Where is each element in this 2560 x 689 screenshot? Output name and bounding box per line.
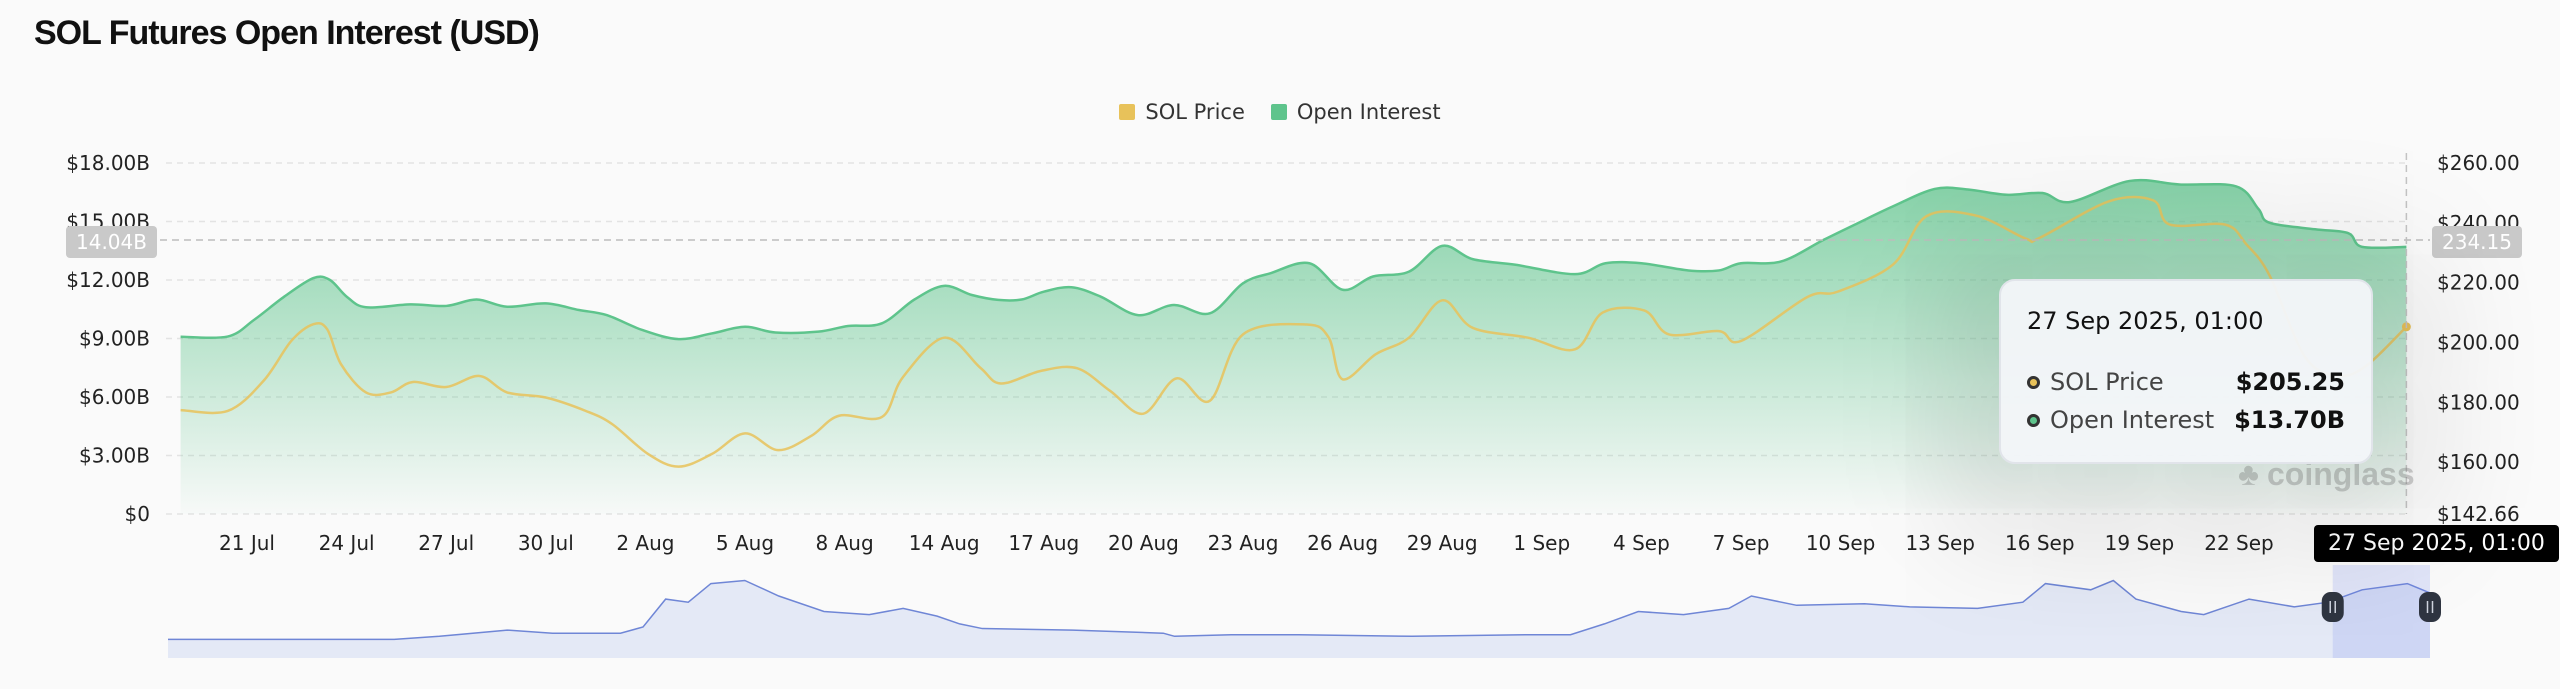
x-axis-tick-label: 17 Aug bbox=[1008, 531, 1079, 555]
x-axis-tick-label: 13 Sep bbox=[1905, 531, 1975, 555]
left-axis-tick-label: $18.00B bbox=[66, 151, 150, 175]
left-axis-tick-label: $3.00B bbox=[79, 444, 150, 468]
x-axis-tick-label: 1 Sep bbox=[1513, 531, 1570, 555]
navigator-area bbox=[168, 580, 2430, 658]
left-axis-tick-label: $0 bbox=[125, 502, 150, 526]
right-axis-tick-label: $142.66 bbox=[2437, 502, 2520, 526]
navigator-left-handle[interactable] bbox=[2321, 592, 2344, 622]
legend-swatch-sol-price bbox=[1119, 104, 1136, 120]
crosshair-right-value: 234.15 bbox=[2432, 226, 2522, 258]
left-axis-tick-label: $12.00B bbox=[66, 268, 150, 292]
tooltip-series-value: $205.25 bbox=[2235, 368, 2345, 396]
tooltip-date: 27 Sep 2025, 01:00 bbox=[2027, 307, 2264, 335]
x-axis-tick-label: 5 Aug bbox=[716, 531, 774, 555]
open-interest-area bbox=[180, 180, 2407, 515]
x-axis-tick-label: 8 Aug bbox=[816, 531, 874, 555]
legend-item-sol-price[interactable]: SOL Price bbox=[1119, 100, 1245, 124]
x-axis-tick-label: 7 Sep bbox=[1713, 531, 1770, 555]
x-axis-tick-label: 10 Sep bbox=[1806, 531, 1876, 555]
right-axis-tick-label: $160.00 bbox=[2437, 450, 2520, 474]
right-axis-tick-label: $180.00 bbox=[2437, 390, 2520, 414]
x-axis-tick-label: 14 Aug bbox=[909, 531, 980, 555]
x-axis-tick-label: 16 Sep bbox=[2005, 531, 2075, 555]
right-axis-tick-label: $220.00 bbox=[2437, 271, 2520, 295]
left-axis-tick-label: $9.00B bbox=[79, 327, 150, 351]
legend-swatch-open-interest bbox=[1270, 104, 1287, 120]
x-axis-tick-label: 19 Sep bbox=[2105, 531, 2175, 555]
navigator-right-handle[interactable] bbox=[2419, 592, 2441, 622]
x-axis-tick-label: 22 Sep bbox=[2204, 531, 2274, 555]
x-axis-tick-label: 2 Aug bbox=[616, 531, 674, 555]
open-interest-dot-icon bbox=[2027, 413, 2040, 427]
tooltip-row-sol-price: SOL Price $205.25 bbox=[2027, 363, 2345, 401]
drag-handle-icon bbox=[2321, 592, 2344, 622]
x-axis-tick-label: 30 Jul bbox=[518, 531, 574, 555]
left-axis-tick-label: $6.00B bbox=[79, 385, 150, 409]
tooltip: 27 Sep 2025, 01:00 SOL Price $205.25 Ope… bbox=[1999, 279, 2373, 464]
tooltip-series-value: $13.70B bbox=[2234, 406, 2345, 434]
tooltip-series-name: SOL Price bbox=[2050, 368, 2164, 396]
right-axis-tick-label: $200.00 bbox=[2437, 330, 2520, 354]
x-axis-tick-label: 24 Jul bbox=[319, 531, 375, 555]
navigator-selection bbox=[2332, 565, 2430, 658]
x-axis-tick-label: 29 Aug bbox=[1407, 531, 1478, 555]
axes-layer: $0$3.00B$6.00B$9.00B$12.00B$15.00B$18.00… bbox=[66, 151, 2519, 555]
x-axis-tick-label: 26 Aug bbox=[1307, 531, 1378, 555]
chart-title: SOL Futures Open Interest (USD) bbox=[34, 14, 540, 52]
tooltip-series-name: Open Interest bbox=[2050, 406, 2215, 434]
legend: SOL Price Open Interest bbox=[0, 100, 2560, 124]
x-axis-tick-label: 21 Jul bbox=[219, 531, 275, 555]
crosshair-left-value: 14.04B bbox=[66, 226, 157, 258]
right-axis-tick-label: $260.00 bbox=[2437, 151, 2520, 175]
x-axis-tick-label: 27 Jul bbox=[418, 531, 474, 555]
coinglass-logo-icon: ♣ bbox=[2238, 456, 2259, 492]
tooltip-row-open-interest: Open Interest $13.70B bbox=[2027, 401, 2345, 439]
x-axis-tick-label: 4 Sep bbox=[1613, 531, 1670, 555]
sol-price-line bbox=[180, 195, 2408, 468]
series-layer bbox=[180, 178, 2411, 515]
open-interest-line bbox=[180, 178, 2407, 341]
drag-handle-icon bbox=[2419, 592, 2441, 622]
legend-label: SOL Price bbox=[1145, 100, 1245, 124]
navigator-line bbox=[168, 579, 2431, 641]
crosshair bbox=[76, 153, 2430, 514]
x-axis-tick-label: 20 Aug bbox=[1108, 531, 1179, 555]
x-axis-tick-label: 23 Aug bbox=[1208, 531, 1279, 555]
crosshair-date-label: 27 Sep 2025, 01:00 bbox=[2314, 525, 2559, 562]
legend-item-open-interest[interactable]: Open Interest bbox=[1270, 100, 1441, 124]
sol-price-dot-icon bbox=[2027, 375, 2040, 389]
legend-label: Open Interest bbox=[1296, 100, 1441, 124]
navigator bbox=[168, 565, 2441, 658]
